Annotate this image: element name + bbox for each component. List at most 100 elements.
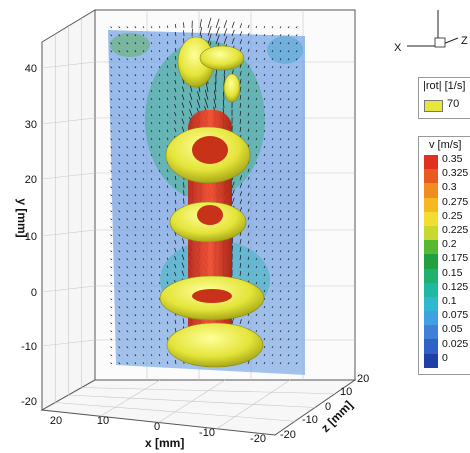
velocity-vector (295, 290, 298, 293)
velocity-vector (279, 194, 282, 197)
velocity-vector (150, 314, 153, 317)
velocity-vector (166, 201, 169, 205)
velocity-vector (295, 298, 298, 301)
velocity-vector (263, 162, 266, 165)
velocity-vector (158, 170, 161, 173)
velocity-vector (174, 31, 177, 37)
velocity-vector (279, 138, 282, 141)
velocity-vector (126, 90, 129, 93)
velocity-vector (174, 231, 177, 237)
z-tick-label: -10 (302, 414, 318, 426)
velocity-vector (263, 194, 266, 197)
z-tick-label: 0 (325, 401, 331, 413)
velocity-vector (213, 98, 217, 109)
velocity-vector (126, 330, 129, 333)
velocity-vector (126, 138, 129, 141)
velocity-vector (150, 106, 153, 109)
velocity-vector (263, 202, 266, 205)
velocity-vector (150, 250, 153, 253)
velocity-vector (110, 26, 113, 29)
velocity-vector (295, 146, 298, 149)
velocity-vector (287, 74, 290, 77)
velocity-vector (263, 154, 266, 157)
velocity-vector (110, 42, 113, 45)
velocity-vector (189, 100, 193, 109)
velocity-vector (287, 162, 290, 165)
y-tick-label: -10 (21, 341, 37, 353)
velocity-vector (158, 346, 161, 349)
velocity-level-label: 0.175 (442, 252, 469, 265)
velocity-vector (174, 319, 177, 325)
velocity-vector (174, 47, 177, 53)
colorbar-swatch (424, 325, 438, 340)
velocity-vector (255, 58, 258, 61)
velocity-vector (158, 266, 161, 269)
velocity-vector (118, 106, 121, 109)
velocity-vector (126, 154, 129, 157)
velocity-vector (182, 238, 185, 245)
velocity-vector (271, 210, 274, 213)
velocity-vector (255, 218, 258, 221)
velocity-vector (247, 232, 250, 237)
velocity-vector (142, 194, 145, 197)
velocity-vector (239, 183, 243, 189)
velocity-vector (118, 266, 121, 269)
velocity-vector (263, 210, 266, 213)
velocity-vector (142, 58, 145, 61)
velocity-vector (134, 346, 137, 349)
z-axis-label: z [mm] (318, 398, 355, 435)
velocity-vector (142, 330, 145, 333)
y-tick-label: 0 (31, 287, 37, 299)
velocity-vector (255, 122, 258, 125)
velocity-vector (126, 242, 129, 245)
triad-x-label: X (394, 42, 402, 54)
velocity-vector (287, 330, 290, 333)
velocity-vector (110, 322, 113, 325)
velocity-vector (239, 39, 243, 45)
velocity-vector (287, 194, 290, 197)
velocity-vector (134, 170, 137, 173)
velocity-vector (247, 112, 250, 117)
velocity-vector (174, 239, 177, 245)
velocity-vector (255, 250, 258, 253)
velocity-vector (263, 50, 266, 53)
colorbar-swatch (424, 211, 438, 226)
velocity-vector (279, 154, 282, 157)
velocity-vector (118, 194, 121, 197)
velocity-vector (239, 175, 243, 181)
velocity-vector (158, 210, 161, 213)
velocity-vector (118, 58, 121, 61)
colorbar-swatch (424, 197, 438, 212)
velocity-vector (134, 298, 137, 301)
velocity-vector (295, 210, 298, 213)
velocity-vector (247, 72, 250, 77)
velocity-vector (279, 282, 282, 285)
velocity-level-label: 0.025 (442, 337, 469, 350)
velocity-vector (174, 247, 177, 253)
velocity-vector (287, 66, 290, 69)
velocity-vector (126, 346, 129, 349)
velocity-vector (110, 178, 113, 181)
velocity-vector (271, 258, 274, 261)
velocity-vector (150, 234, 153, 237)
velocity-vector (287, 90, 290, 93)
velocity-vector (174, 191, 177, 197)
velocity-vector (271, 114, 274, 117)
velocity-vector (295, 186, 298, 189)
velocity-vector (271, 74, 274, 77)
velocity-vector (134, 362, 137, 365)
velocity-vector (295, 42, 298, 45)
velocity-level-label: 0.25 (442, 209, 463, 222)
velocity-vector (295, 58, 298, 61)
velocity-vector (150, 362, 153, 365)
velocity-vector (263, 322, 266, 325)
velocity-vector (142, 178, 145, 181)
velocity-vector (279, 106, 282, 109)
velocity-vector (279, 306, 282, 309)
velocity-vector (271, 202, 274, 205)
velocity-vector (118, 346, 121, 349)
velocity-vector (255, 146, 258, 149)
velocity-vector (279, 266, 282, 269)
velocity-vector (150, 154, 153, 157)
velocity-vector (279, 66, 282, 69)
